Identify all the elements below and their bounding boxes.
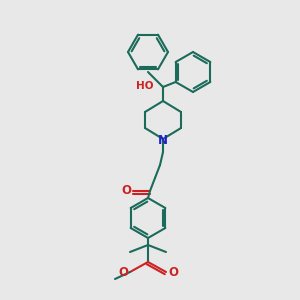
Text: HO: HO [136, 81, 154, 91]
Text: N: N [158, 134, 168, 146]
Text: O: O [118, 266, 128, 278]
Text: O: O [121, 184, 131, 196]
Text: O: O [168, 266, 178, 278]
